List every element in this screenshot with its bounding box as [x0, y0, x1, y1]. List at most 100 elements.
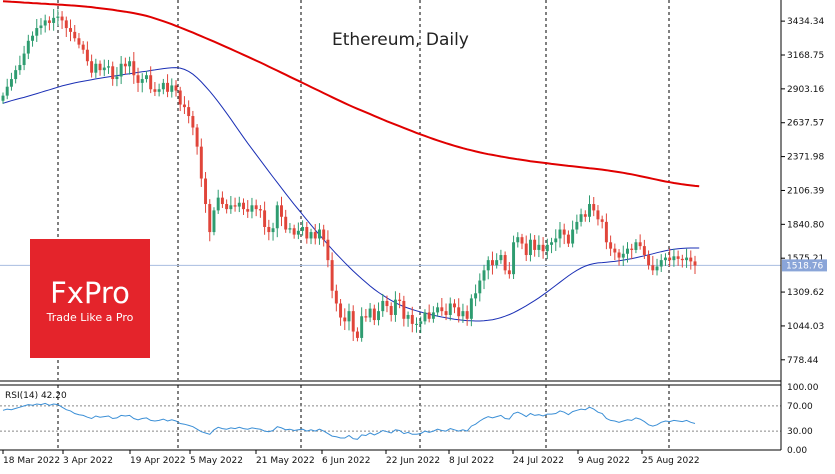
y-tick-label: 1840.80 — [787, 220, 824, 230]
candle-body — [246, 209, 250, 212]
y-tick-label: 778.44 — [787, 356, 819, 366]
candle — [242, 198, 245, 215]
candle-body — [533, 239, 537, 250]
candle-body — [166, 82, 170, 92]
candle — [566, 230, 570, 247]
candle — [313, 224, 317, 245]
candle — [322, 224, 326, 247]
candle — [423, 309, 427, 325]
candle-body — [503, 255, 507, 271]
candle-body — [351, 311, 355, 332]
candle-body — [410, 314, 414, 324]
x-tick-label: 25 Aug 2022 — [642, 456, 700, 466]
candle — [583, 210, 587, 222]
candle — [398, 292, 402, 309]
candle — [237, 196, 241, 213]
candle-body — [571, 229, 575, 244]
ma-fast-line — [2, 67, 700, 322]
candle-body — [680, 258, 684, 261]
candle — [600, 215, 604, 229]
candle-body — [39, 25, 43, 29]
candle-body — [90, 61, 94, 73]
candle — [5, 78, 9, 100]
candle — [609, 235, 613, 256]
candle-body — [182, 104, 186, 108]
candle-body — [178, 90, 182, 105]
candle-body — [398, 299, 402, 301]
candle-body — [651, 265, 655, 271]
candle — [554, 229, 558, 251]
candle-body — [355, 331, 359, 338]
candle-body — [140, 79, 144, 83]
candle — [144, 71, 148, 83]
candle-body — [81, 44, 85, 50]
candle-body — [56, 16, 60, 18]
x-tick-label: 21 May 2022 — [256, 456, 315, 466]
candle-body — [208, 204, 212, 233]
candle-body — [14, 70, 18, 80]
candle — [402, 295, 406, 327]
candle-body — [406, 314, 410, 319]
candle-body — [326, 239, 330, 261]
candle-body — [423, 312, 427, 322]
candle — [309, 228, 313, 245]
candle-body — [427, 312, 431, 319]
rsi-label: RSI(14) 42.20 — [5, 391, 67, 401]
axes: 3434.34 3168.75 2903.16 2637.57 2371.98 2106.… — [0, 0, 827, 466]
candle-body — [280, 205, 283, 217]
candle — [102, 59, 106, 77]
candle-body — [486, 260, 490, 271]
candle-body — [389, 306, 393, 315]
candle — [410, 306, 414, 333]
candle — [419, 316, 423, 334]
candle — [550, 237, 554, 254]
candle — [60, 11, 64, 29]
candle — [486, 256, 490, 280]
candle-body — [35, 28, 39, 36]
candle-body — [31, 35, 35, 41]
candle — [461, 303, 465, 323]
candle — [47, 16, 51, 31]
candle — [140, 73, 144, 93]
candle-body — [292, 228, 296, 235]
candle-body — [128, 61, 132, 67]
candle — [596, 205, 600, 226]
candle-body — [377, 311, 381, 321]
candle-body — [233, 205, 237, 207]
candle-body — [588, 204, 591, 217]
candle — [229, 195, 233, 214]
candle-body — [9, 79, 13, 87]
candle-body — [453, 303, 456, 308]
candle — [668, 248, 672, 267]
candle — [326, 230, 330, 268]
candle — [689, 250, 693, 270]
candle-body — [322, 229, 326, 240]
candle-body — [638, 242, 642, 247]
candle — [111, 61, 115, 86]
candle — [495, 253, 499, 269]
candle — [107, 59, 110, 74]
candle-body — [271, 228, 275, 233]
candle — [161, 78, 165, 95]
candle-body — [296, 230, 300, 235]
candle-body — [288, 228, 292, 230]
candle — [347, 303, 351, 331]
logo-tagline: Trade Like a Pro — [46, 311, 134, 324]
candle-body — [132, 61, 136, 76]
candle-body — [524, 243, 528, 256]
candle — [448, 297, 452, 321]
candle — [393, 291, 397, 322]
candle-body — [22, 53, 26, 66]
candle — [123, 57, 127, 75]
candle — [592, 197, 596, 217]
candle-body — [254, 205, 258, 210]
candle-body — [98, 63, 102, 71]
candle-body — [174, 85, 178, 91]
candle-body — [73, 31, 77, 39]
candle — [490, 251, 494, 275]
candle — [343, 308, 347, 331]
y-tick-label: 2637.57 — [787, 119, 824, 129]
candle — [453, 299, 456, 314]
